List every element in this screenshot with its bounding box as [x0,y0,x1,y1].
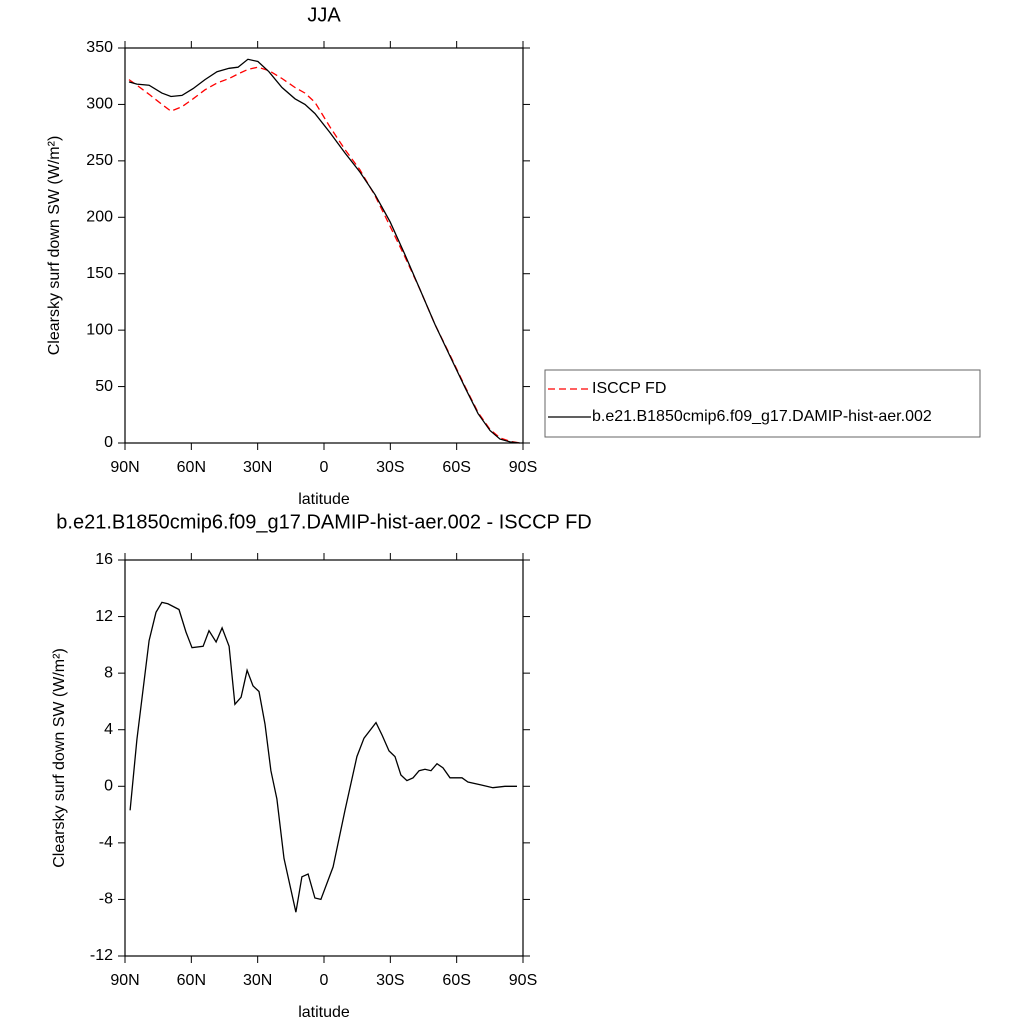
x-tick-label: 30N [243,459,272,476]
x-tick-label: 0 [320,459,329,476]
legend: ISCCP FD b.e21.B1850cmip6.f09_g17.DAMIP-h… [544,369,981,438]
data-line [128,66,521,444]
chart-title: JJA [307,4,341,26]
x-axis-label: latitude [298,1004,350,1021]
legend-label: b.e21.B1850cmip6.f09_g17.DAMIP-hist-aer.… [592,408,932,425]
chart-title: b.e21.B1850cmip6.f09_g17.DAMIP-hist-aer.… [56,511,591,533]
x-tick-label: 60N [177,972,206,989]
y-axis-label: Clearsky surf down SW (W/m²) [46,136,63,356]
legend-label: ISCCP FD [592,380,666,397]
y-tick-label: 16 [95,551,113,568]
x-tick-label: 90S [509,972,537,989]
y-tick-label: 0 [104,434,113,451]
x-tick-label: 90N [110,972,139,989]
legend-box [544,369,981,438]
y-tick-label: 350 [86,39,113,56]
y-tick-label: 50 [95,378,113,395]
y-tick-label: 250 [86,152,113,169]
x-tick-label: 30N [243,972,272,989]
plot-frame [124,559,524,957]
x-tick-label: 60N [177,459,206,476]
data-line [128,58,520,444]
x-tick-label: 30S [376,459,404,476]
x-tick-label: 60S [442,972,470,989]
x-axis-label: latitude [298,491,350,508]
x-tick-label: 0 [320,972,329,989]
x-tick-label: 90S [509,459,537,476]
y-tick-label: 200 [86,209,113,226]
x-tick-label: 30S [376,972,404,989]
x-tick-label: 90N [110,459,139,476]
y-axis-label: Clearsky surf down SW (W/m²) [51,648,68,868]
y-tick-label: 100 [86,321,113,338]
y-tick-label: 150 [86,265,113,282]
y-tick-label: 4 [104,721,113,738]
data-line [129,601,517,913]
y-tick-label: -12 [90,947,113,964]
y-tick-label: -4 [99,834,113,851]
y-tick-label: 300 [86,96,113,113]
y-tick-label: 0 [104,778,113,795]
x-tick-label: 60S [442,459,470,476]
y-tick-label: 12 [95,608,113,625]
y-tick-label: 8 [104,664,113,681]
y-tick-label: -8 [99,891,113,908]
